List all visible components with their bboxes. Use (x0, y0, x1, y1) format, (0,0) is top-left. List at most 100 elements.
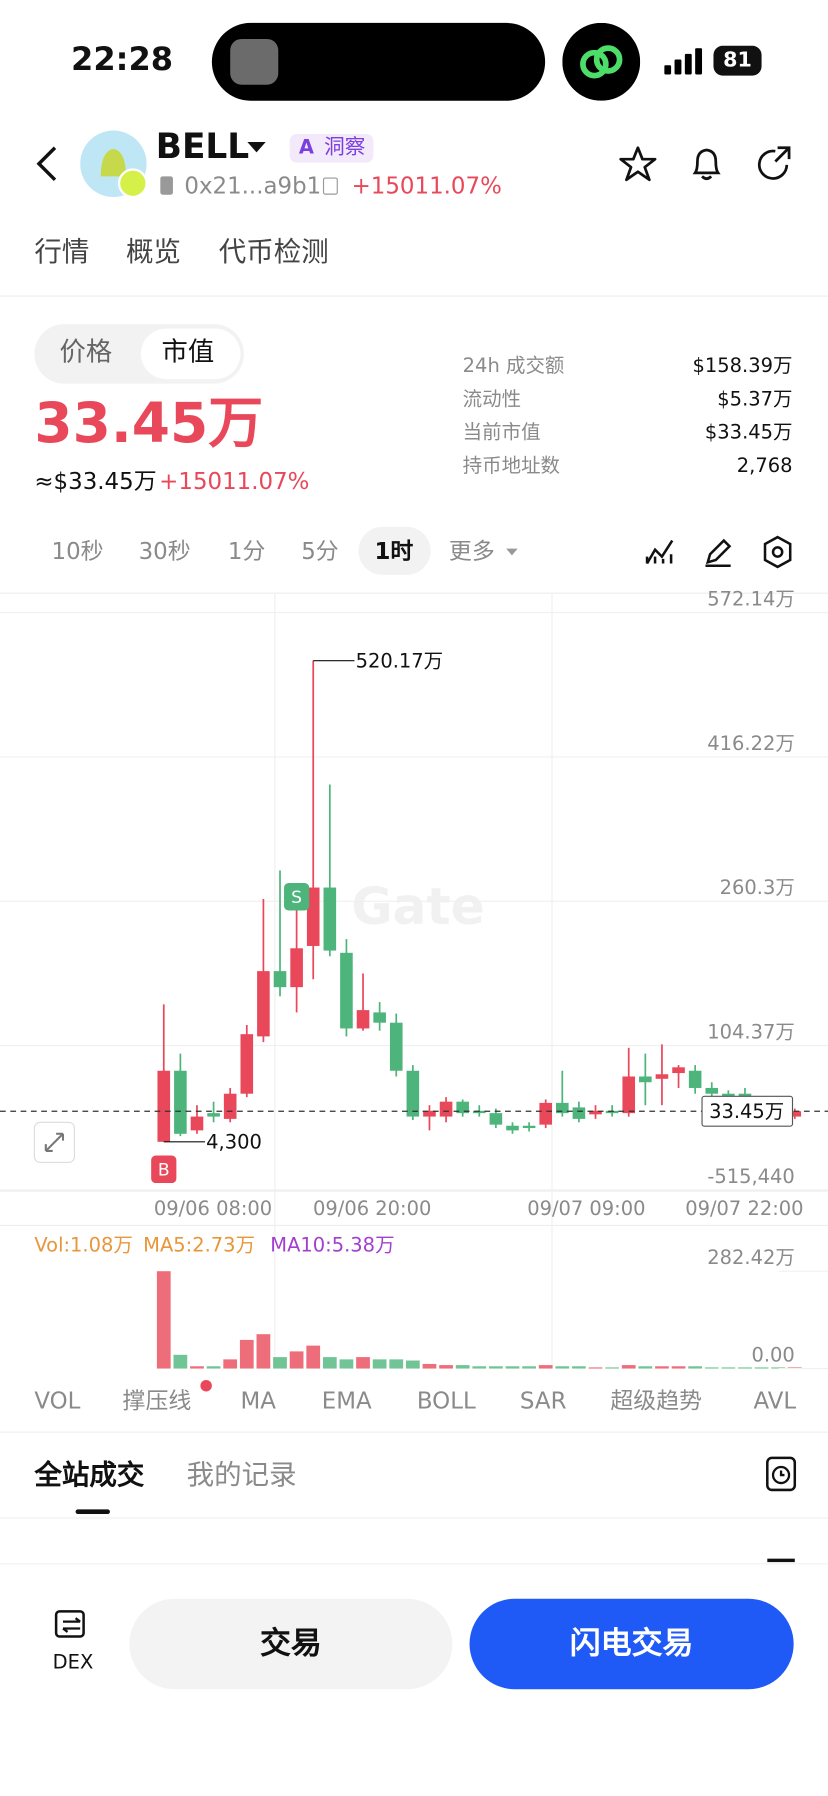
more-caret (506, 548, 518, 556)
indicator-tab[interactable]: AVL (753, 1386, 797, 1415)
volume-bar (555, 1366, 570, 1369)
dynamic-island (211, 22, 546, 101)
ai-icon: A (298, 136, 314, 160)
candle-body (406, 1070, 420, 1117)
volume-bar (671, 1366, 686, 1369)
draw-button[interactable] (702, 536, 734, 568)
volume-bar (156, 1271, 171, 1369)
volume-bar (489, 1366, 503, 1369)
candle-body (639, 1076, 652, 1083)
usd-value: ≈$33.45万 (34, 467, 157, 495)
candle-body (522, 1125, 536, 1129)
buy-marker: B (158, 1160, 170, 1180)
back-button[interactable] (32, 143, 62, 184)
dex-icon[interactable] (53, 1608, 90, 1642)
volume-bar (738, 1367, 752, 1369)
trade-tab[interactable]: 全站成交 (34, 1459, 145, 1492)
sound-icon (230, 38, 279, 85)
ai-badge[interactable]: A 洞察 (289, 133, 374, 163)
indicator-tab[interactable]: VOL (34, 1386, 81, 1415)
volume-bar (405, 1360, 420, 1369)
y-tick-label: -515,440 (707, 1165, 794, 1188)
copy-button[interactable] (322, 177, 338, 195)
volume-bar (621, 1365, 636, 1369)
history-button[interactable] (764, 1456, 798, 1493)
candle-body (207, 1113, 220, 1117)
tab[interactable]: 概览 (125, 235, 181, 268)
stat-label: 流动性 (462, 388, 522, 412)
dex-label[interactable]: DEX (52, 1651, 94, 1675)
volume-bar (173, 1354, 188, 1369)
volume-bar (356, 1357, 370, 1369)
expand-button[interactable] (33, 1121, 76, 1163)
new-dot (200, 1380, 212, 1392)
x-tick-label: 09/07 22:00 (685, 1197, 803, 1220)
alert-button[interactable] (687, 144, 726, 183)
interval[interactable]: 更多 (448, 537, 495, 565)
volume-bar (273, 1357, 287, 1369)
flash-trade-button[interactable]: 闪电交易 (469, 1598, 794, 1690)
volume-bar (588, 1367, 603, 1369)
interval[interactable]: 1分 (227, 537, 266, 565)
settings-button[interactable] (760, 535, 794, 569)
candle-body (290, 948, 303, 988)
volume-tick-label: 282.42万 (707, 1246, 795, 1269)
volume-bar (638, 1366, 653, 1369)
share-button[interactable] (755, 144, 794, 183)
candle-body (572, 1107, 586, 1119)
interval[interactable]: 5分 (301, 537, 339, 565)
toggle-option[interactable]: 价格 (59, 337, 113, 368)
x-tick-label: 09/07 09:00 (527, 1197, 645, 1220)
indicator-tab[interactable]: MA (240, 1386, 276, 1415)
volume-bar (505, 1366, 520, 1369)
tab-underline (75, 1509, 110, 1514)
dropdown-caret[interactable] (246, 141, 267, 155)
trade-button[interactable]: 交易 (129, 1598, 453, 1690)
tab[interactable]: 代币检测 (218, 235, 329, 268)
candle-body (306, 887, 320, 946)
stat-value: $5.37万 (717, 388, 793, 412)
volume-bar (389, 1359, 404, 1369)
tab[interactable]: 行情 (34, 235, 90, 268)
interval[interactable]: 1时 (374, 537, 414, 565)
candle-body (622, 1076, 636, 1114)
list-peek (767, 1558, 795, 1563)
volume-bar (306, 1345, 321, 1369)
trade-tab[interactable]: 我的记录 (186, 1459, 297, 1492)
indicator-tab[interactable]: 撑压线 (122, 1386, 192, 1415)
indicator-tab[interactable]: 超级趋势 (610, 1386, 703, 1415)
volume-bar (256, 1334, 271, 1369)
change: +15011.07% (159, 467, 310, 495)
indicator-tab[interactable]: SAR (519, 1386, 567, 1415)
volume-bar (771, 1367, 786, 1369)
y-tick-label: 416.22万 (707, 732, 795, 755)
contract-address: 0x21...a9b1 (184, 171, 322, 200)
volume-bar (289, 1351, 304, 1369)
interval[interactable]: 30秒 (138, 537, 191, 565)
candle-body (788, 1111, 802, 1117)
interval[interactable]: 10秒 (51, 537, 104, 565)
volume-bar (655, 1366, 669, 1369)
indicator-button[interactable] (644, 536, 676, 568)
stat-value: 2,768 (736, 454, 793, 478)
volume-bar (472, 1366, 487, 1369)
clock: 22:28 (71, 40, 174, 78)
favorite-button[interactable] (618, 144, 657, 183)
watermark: Gate (351, 877, 485, 936)
candle-body (489, 1113, 503, 1125)
volume-bar (422, 1363, 437, 1369)
candle-body (506, 1125, 519, 1131)
signal-icon (664, 48, 703, 75)
y-tick-label: 260.3万 (720, 876, 795, 899)
stat-label: 当前市值 (462, 421, 541, 445)
volume-bar (190, 1366, 204, 1369)
indicator-tab[interactable]: BOLL (416, 1386, 476, 1415)
divider (0, 295, 828, 297)
candle-body (323, 887, 337, 951)
toggle-option[interactable]: 市值 (161, 337, 215, 368)
last-price-label: 33.45万 (709, 1100, 784, 1123)
stat-value: $33.45万 (704, 421, 793, 445)
link-icon (562, 22, 641, 101)
indicator-tab[interactable]: EMA (321, 1386, 372, 1415)
